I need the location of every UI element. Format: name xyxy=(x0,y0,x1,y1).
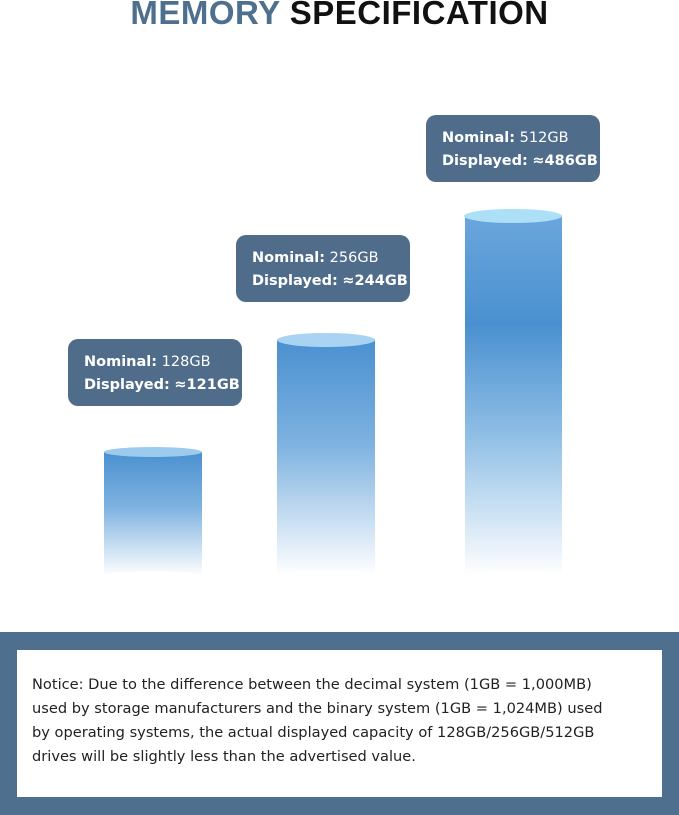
value: 128GB xyxy=(161,354,211,370)
label: Nominal: xyxy=(84,354,158,370)
title-part: MEMORY xyxy=(130,0,281,31)
value: ≈486GB xyxy=(532,153,598,169)
label: Nominal: xyxy=(252,250,326,266)
cylinder xyxy=(277,333,375,581)
notice-panel: Notice: Due to the difference between th… xyxy=(0,632,679,815)
notice-line: used by storage manufacturers and the bi… xyxy=(32,700,603,717)
notice-line: drives will be slightly less than the ad… xyxy=(32,748,416,765)
label-box: Nominal: 128GB Displayed: ≈121GB xyxy=(68,339,242,406)
value: 256GB xyxy=(329,250,379,266)
title: MEMORY SPECIFICATION xyxy=(0,0,679,32)
label-box: Nominal: 256GB Displayed: ≈244GB xyxy=(236,235,410,302)
label: Displayed: xyxy=(84,377,170,393)
label: Nominal: xyxy=(442,130,516,146)
notice-line: by operating systems, the actual display… xyxy=(32,724,595,741)
notice-line: Notice: Due to the difference between th… xyxy=(32,676,592,693)
cylinder xyxy=(464,209,562,581)
label: Displayed: xyxy=(442,153,528,169)
value: ≈121GB xyxy=(174,377,240,393)
notice-box: Notice: Due to the difference between th… xyxy=(17,650,662,797)
cylinder xyxy=(104,447,202,581)
value: 512GB xyxy=(519,130,569,146)
label-box: Nominal: 512GB Displayed: ≈486GB xyxy=(426,115,600,182)
value: ≈244GB xyxy=(342,273,408,289)
title-part: SPECIFICATION xyxy=(289,0,549,31)
cylinders xyxy=(104,209,562,581)
label: Displayed: xyxy=(252,273,338,289)
